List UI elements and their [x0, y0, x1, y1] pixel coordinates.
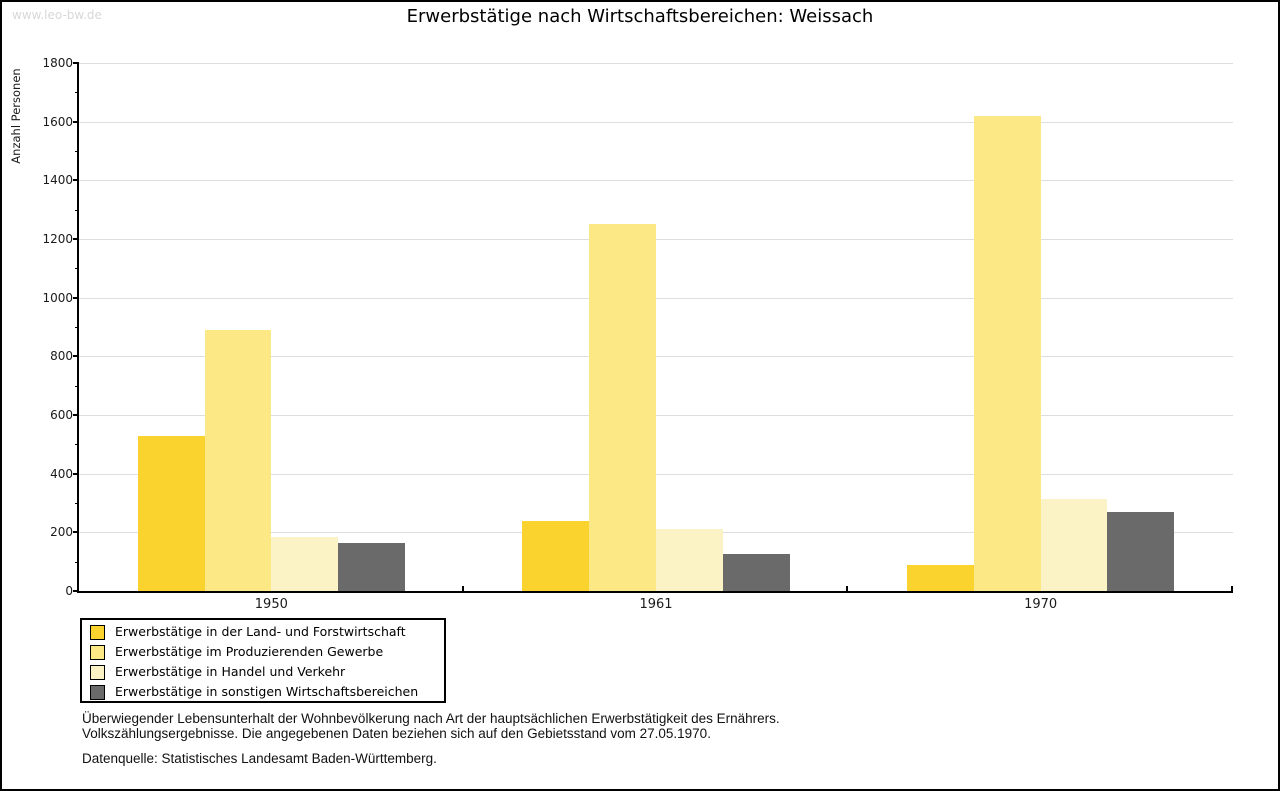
bar-1950-series3	[338, 542, 405, 591]
x-boundary-tick	[846, 586, 849, 591]
legend-item: Erwerbstätige im Produzierenden Gewerbe	[82, 642, 444, 662]
y-major-tick	[73, 62, 79, 64]
bar-1961-series0	[522, 520, 590, 591]
bar-1970-series0	[907, 564, 974, 591]
x-axis-line	[77, 591, 1233, 593]
y-tick-label: 1800	[42, 56, 73, 70]
y-major-tick	[73, 179, 79, 182]
gridline	[79, 180, 1233, 182]
y-tick-label: 1400	[42, 173, 73, 188]
gridline	[79, 121, 1233, 123]
bar-1961-series3	[722, 554, 790, 591]
y-major-tick	[73, 472, 79, 475]
y-major-tick	[73, 238, 79, 240]
legend-swatch-icon	[90, 625, 105, 640]
gridline	[79, 415, 1233, 416]
bar-1950-series1	[204, 329, 272, 591]
legend-item: Erwerbstätige in sonstigen Wirtschaftsbe…	[82, 682, 444, 702]
y-tick-label: 0	[65, 584, 73, 598]
x-category-label: 1950	[254, 597, 288, 612]
legend-swatch-icon	[90, 665, 105, 680]
legend-swatch-icon	[90, 645, 105, 660]
data-source: Datenquelle: Statistisches Landesamt Bad…	[82, 751, 437, 766]
x-category-label: 1970	[1024, 597, 1058, 612]
bar-1961-series2	[656, 529, 723, 591]
bar-1970-series2	[1040, 498, 1108, 591]
y-tick-label: 400	[50, 466, 73, 481]
gridline	[79, 356, 1233, 358]
x-boundary-tick	[461, 586, 464, 591]
legend: Erwerbstätige in der Land- und Forstwirt…	[80, 618, 446, 703]
footnote-line: Überwiegender Lebensunterhalt der Wohnbe…	[82, 711, 780, 726]
y-major-tick	[73, 590, 79, 592]
legend-item-label: Erwerbstätige in sonstigen Wirtschaftsbe…	[115, 684, 419, 699]
gridline	[79, 63, 1233, 64]
y-major-tick	[73, 414, 79, 416]
bar-1961-series1	[589, 224, 656, 591]
y-tick-label: 600	[50, 408, 73, 422]
gridline	[79, 239, 1233, 240]
bar-1950-series2	[271, 536, 339, 591]
x-category-label: 1961	[639, 597, 673, 612]
footnote-line: Volkszählungsergebnisse. Die angegebenen…	[82, 726, 711, 741]
y-major-tick	[73, 120, 79, 123]
x-boundary-tick	[1231, 586, 1233, 591]
y-tick-label: 200	[50, 525, 73, 540]
gridline	[79, 473, 1233, 475]
y-tick-label: 800	[50, 349, 73, 364]
y-tick-label: 1600	[42, 114, 73, 129]
y-tick-label: 1000	[42, 290, 73, 305]
watermark: www.leo-bw.de	[12, 8, 102, 22]
legend-item-label: Erwerbstätige in der Land- und Forstwirt…	[115, 624, 406, 639]
y-major-tick	[73, 531, 79, 534]
bar-1950-series0	[137, 435, 205, 591]
bar-1970-series1	[973, 115, 1041, 591]
y-axis-line	[77, 63, 79, 593]
legend-item: Erwerbstätige in der Land- und Forstwirt…	[82, 622, 444, 642]
legend-item: Erwerbstätige in Handel und Verkehr	[82, 662, 444, 682]
legend-item-label: Erwerbstätige in Handel und Verkehr	[115, 664, 346, 679]
y-major-tick	[73, 355, 79, 358]
legend-swatch-icon	[90, 685, 105, 700]
legend-item-label: Erwerbstätige im Produzierenden Gewerbe	[115, 644, 384, 659]
footnotes: Überwiegender Lebensunterhalt der Wohnbe…	[82, 711, 780, 741]
gridline	[79, 297, 1233, 299]
y-tick-label: 1200	[42, 232, 73, 246]
y-major-tick	[73, 296, 79, 299]
bar-1970-series3	[1107, 511, 1175, 591]
chart-title: Erwerbstätige nach Wirtschaftsbereichen:…	[406, 6, 874, 27]
